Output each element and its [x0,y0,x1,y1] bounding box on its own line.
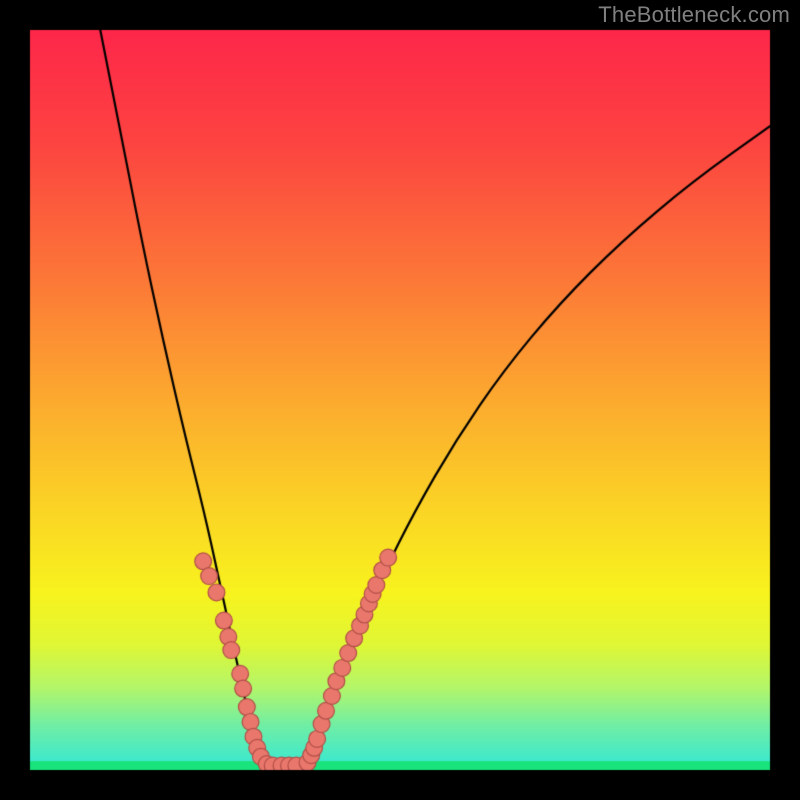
chart-container: TheBottleneck.com [0,0,800,800]
bottleneck-chart-canvas [0,0,800,800]
watermark-text: TheBottleneck.com [598,2,790,28]
